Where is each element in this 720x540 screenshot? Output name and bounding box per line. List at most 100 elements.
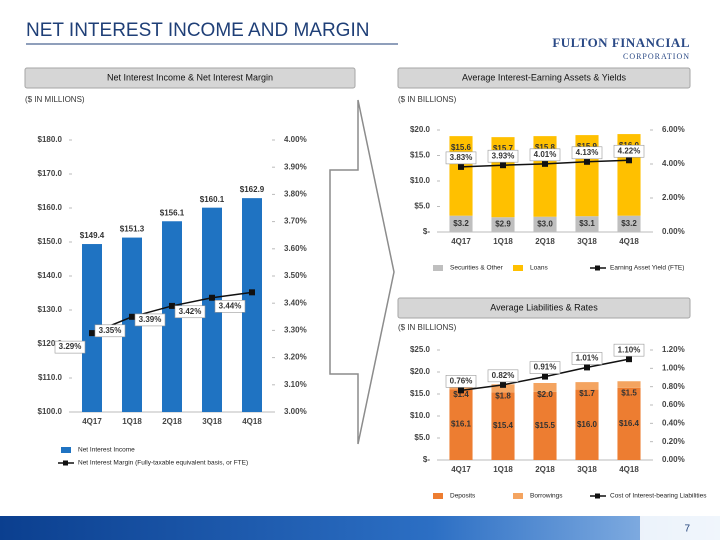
line-label-box	[571, 352, 603, 365]
legend-marker	[63, 460, 68, 466]
y-tick-label: $15.0	[410, 151, 431, 160]
bar-value-label: $162.9	[240, 185, 265, 194]
y2-tick-label: 0.20%	[662, 437, 685, 446]
legend-label: Earning Asset Yield (FTE)	[610, 265, 684, 272]
y2-tick-label: 1.00%	[662, 363, 685, 372]
line-value-label: 4.13%	[576, 148, 599, 157]
line-label-box	[571, 146, 603, 160]
bar-value-label: $15.8	[535, 143, 556, 152]
line-marker	[129, 313, 135, 320]
line-value-label: 3.29%	[59, 342, 82, 351]
chart-header-box	[397, 297, 691, 319]
y-tick-label: $25.0	[410, 345, 431, 354]
y-tick-label: $170.0	[38, 169, 63, 178]
line-label-box	[529, 148, 561, 162]
bar-value-label: $1.5	[621, 388, 637, 397]
x-tick-label: 4Q18	[619, 465, 639, 474]
line-label-box	[487, 369, 519, 383]
y-tick-label: $-	[423, 227, 430, 236]
bar-value-label: $15.5	[535, 421, 556, 430]
bar-value-label: $2.9	[495, 220, 511, 229]
y-tick-label: $150.0	[38, 237, 63, 246]
bar	[202, 207, 222, 412]
line-label-box	[174, 305, 206, 319]
legend-swatch	[513, 493, 523, 499]
bar-value-label: $16.0	[577, 420, 598, 429]
bar-value-label: $15.6	[451, 143, 472, 152]
bar-value-label: $15.7	[493, 144, 514, 153]
y2-tick-label: 0.40%	[662, 418, 685, 427]
line-value-label: 3.44%	[219, 301, 242, 310]
y-tick-label: $120.0	[38, 339, 63, 348]
bar	[491, 217, 515, 232]
footer-fade	[640, 516, 720, 540]
line-value-label: 3.83%	[450, 153, 473, 162]
x-tick-label: 4Q17	[451, 465, 471, 474]
line-marker	[249, 289, 255, 296]
chart-header-box	[397, 67, 691, 89]
x-tick-label: 1Q18	[493, 237, 513, 246]
bar-value-label: $149.4	[80, 231, 105, 240]
bar-value-label: $156.1	[160, 208, 185, 217]
line-value-label: 1.10%	[618, 345, 641, 354]
y2-tick-label: 3.50%	[284, 271, 307, 280]
y-tick-label: $10.0	[410, 411, 431, 420]
x-tick-label: 3Q18	[577, 465, 597, 474]
page-number: 7	[684, 524, 690, 535]
line-label-box	[445, 151, 477, 165]
line-value-label: 0.91%	[534, 363, 557, 372]
bar	[242, 198, 262, 412]
y2-tick-label: 3.70%	[284, 217, 307, 226]
chart-subtitle: ($ IN MILLIONS)	[25, 95, 85, 104]
line-marker	[626, 157, 632, 164]
y-tick-label: $100.0	[38, 407, 63, 416]
line-marker	[584, 364, 590, 371]
line-value-label: 4.22%	[618, 146, 641, 155]
x-tick-label: 2Q18	[535, 237, 555, 246]
bar-value-label: $2.0	[537, 390, 553, 399]
legend-swatch	[433, 493, 443, 499]
legend-marker	[595, 493, 600, 499]
line-value-label: 3.93%	[492, 151, 515, 160]
line-marker	[169, 302, 175, 309]
x-tick-label: 3Q18	[577, 237, 597, 246]
chart-subtitle: ($ IN BILLIONS)	[398, 323, 457, 332]
line-value-label: 1.01%	[576, 354, 599, 363]
y2-tick-label: 0.00%	[662, 227, 685, 236]
y-tick-label: $15.0	[410, 389, 431, 398]
bar-value-label: $1.7	[579, 389, 595, 398]
bar-value-label: $16.4	[619, 419, 640, 428]
y2-tick-label: 3.30%	[284, 326, 307, 335]
bar-value-label: $160.1	[200, 195, 225, 204]
bar-value-label: $3.2	[453, 219, 469, 228]
legend-swatch	[433, 265, 443, 271]
x-tick-label: 2Q18	[162, 417, 182, 426]
line-marker	[626, 356, 632, 363]
y2-tick-label: 3.90%	[284, 162, 307, 171]
y-tick-label: $160.0	[38, 203, 63, 212]
legend-label: Deposits	[450, 493, 476, 500]
line-marker	[500, 162, 506, 169]
bar	[533, 383, 557, 392]
legend-label: Net Interest Margin (Fully-taxable equiv…	[78, 460, 248, 467]
line-label-box	[54, 340, 86, 354]
line-label-box	[214, 300, 246, 313]
bar-value-label: $3.0	[537, 219, 553, 228]
y2-tick-label: 3.20%	[284, 353, 307, 362]
y2-tick-label: 6.00%	[662, 125, 685, 134]
y2-tick-label: 1.20%	[662, 345, 685, 354]
bar-value-label: $151.3	[120, 225, 145, 234]
line-marker	[458, 163, 464, 170]
y2-tick-label: 0.00%	[662, 455, 685, 464]
y2-tick-label: 3.80%	[284, 190, 307, 199]
legend-label: Net Interest Income	[78, 447, 135, 454]
line-value-label: 0.76%	[450, 376, 473, 385]
bar	[82, 244, 102, 412]
flow-arrow	[329, 99, 395, 445]
logo-sub: CORPORATION	[623, 52, 690, 61]
bar-value-label: $16.1	[451, 420, 472, 429]
y-tick-label: $180.0	[38, 135, 63, 144]
line-marker	[542, 160, 548, 167]
bar-value-label: $1.8	[495, 391, 511, 400]
line-label-box	[487, 149, 519, 163]
